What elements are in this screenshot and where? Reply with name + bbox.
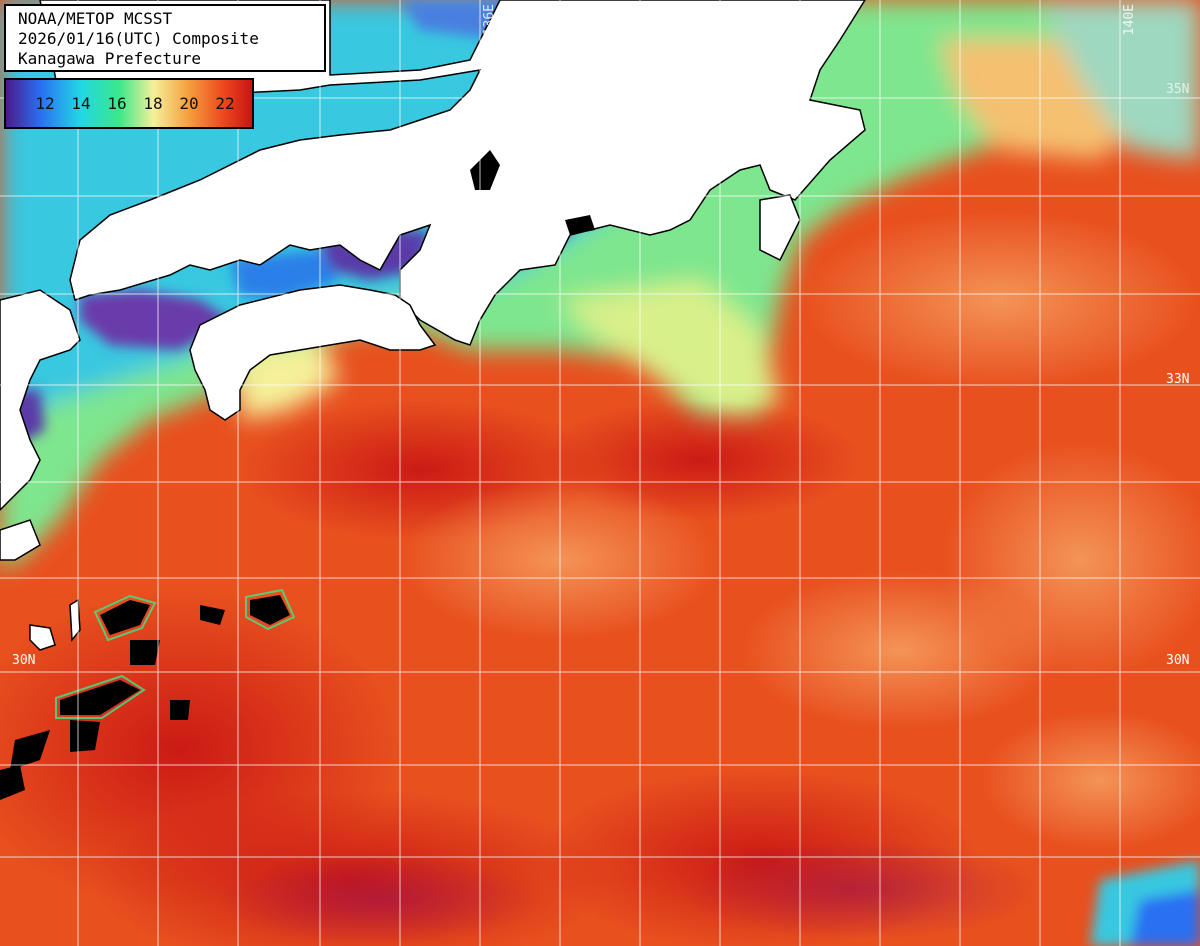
legend-tick-22: 22 (215, 94, 235, 113)
temperature-legend: 12 14 16 18 20 22 (4, 78, 254, 129)
cloud-masks (0, 150, 595, 800)
southeast-cold-patch (1090, 860, 1200, 946)
cloud-edges (55, 588, 296, 719)
lat-label-30n-left: 30N (12, 653, 36, 668)
lon-label-140e: 140E (1122, 4, 1137, 36)
lat-label-35n-right: 35N (1166, 82, 1190, 97)
legend-tick-20: 20 (179, 94, 199, 113)
lat-label-33-left: 33 (10, 372, 26, 387)
legend-tick-18: 18 (143, 94, 163, 113)
legend-tick-14: 14 (71, 94, 91, 113)
title-line-source: NOAA/METOP MCSST (18, 9, 173, 28)
land-island-1 (29, 624, 56, 651)
land-island-3 (0, 519, 41, 561)
lon-label-136e: 136E (482, 4, 497, 36)
title-line-date: 2026/01/16(UTC) Composite (18, 29, 259, 48)
land-kyushu (0, 289, 81, 512)
legend-tick-12: 12 (35, 94, 55, 113)
lat-label-33n-right: 33N (1166, 372, 1190, 387)
map-title-box: NOAA/METOP MCSST 2026/01/16(UTC) Composi… (4, 4, 326, 72)
title-line-region: Kanagawa Prefecture (18, 49, 202, 68)
legend-tick-16: 16 (107, 94, 127, 113)
legend-color-bar (6, 80, 252, 127)
land-shikoku (189, 284, 437, 421)
lat-label-30n-right: 30N (1166, 653, 1190, 668)
